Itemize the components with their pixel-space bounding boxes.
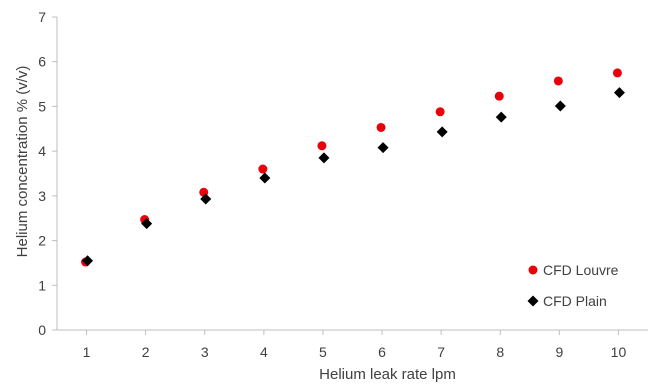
data-point [259,172,271,184]
axes [56,17,648,331]
x-tick-label: 8 [496,344,504,360]
x-tick-label: 6 [378,344,386,360]
x-tick-label: 4 [260,344,268,360]
x-tick-label: 5 [319,344,327,360]
x-tick-label: 2 [142,344,150,360]
y-tick-label: 0 [38,322,46,338]
data-point [317,141,327,151]
series-cfd-plain [82,87,625,267]
y-tick-label: 2 [38,233,46,249]
data-point [554,100,566,112]
x-tick-label: 9 [555,344,563,360]
x-tick-label: 1 [83,344,91,360]
data-point [200,193,212,205]
y-tick-label: 5 [38,98,46,114]
data-point [612,68,622,78]
legend-marker [528,265,538,275]
y-tick-label: 3 [38,188,46,204]
series-layer [81,68,625,267]
data-point [435,107,445,117]
legend-label: CFD Plain [543,293,607,309]
y-tick-label: 1 [38,277,46,293]
y-tick-label: 4 [38,143,46,159]
y-tick-label: 7 [38,9,46,25]
series-cfd-louvre [81,68,622,267]
data-point [318,152,330,164]
data-point [613,87,625,99]
data-point [494,91,504,101]
legend-label: CFD Louvre [543,262,619,278]
data-point [377,142,389,154]
x-tick-label: 7 [437,344,445,360]
legend: CFD Louvre CFD Plain [527,262,619,309]
data-point [553,76,563,86]
y-axis-ticks: 0 1 2 3 4 5 6 7 [38,9,57,338]
data-point [495,111,507,123]
y-tick-label: 6 [38,54,46,70]
data-point [82,255,94,267]
x-tick-label: 3 [201,344,209,360]
x-axis-title: Helium leak rate lpm [319,366,456,383]
x-axis-ticks: 1 2 3 4 5 6 7 8 9 10 [83,330,627,360]
data-point [436,126,448,138]
data-point [258,164,268,174]
data-point [376,122,386,132]
legend-marker [527,295,539,307]
x-tick-label: 10 [611,344,627,360]
y-axis-title: Helium concentration % (v/v) [14,66,31,258]
data-point [141,218,153,230]
